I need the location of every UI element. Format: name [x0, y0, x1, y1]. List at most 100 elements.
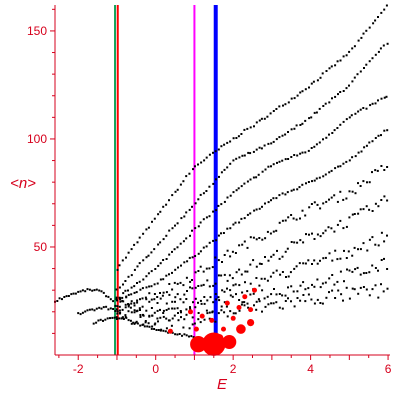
scatter-point — [258, 284, 261, 287]
scatter-point — [249, 293, 252, 296]
scatter-point — [298, 262, 301, 265]
scatter-point — [127, 310, 130, 313]
scatter-point — [310, 203, 313, 205]
scatter-point — [174, 190, 177, 193]
scatter-point — [276, 249, 278, 252]
scatter-point — [167, 307, 170, 310]
scatter-point — [116, 299, 118, 302]
highlight-point — [252, 287, 257, 293]
scatter-point — [310, 82, 313, 85]
scatter-point — [380, 11, 383, 14]
scatter-point — [226, 287, 228, 290]
scatter-point — [168, 199, 170, 202]
scatter-point — [339, 257, 342, 260]
scatter-point — [287, 275, 290, 278]
scatter-point — [354, 192, 357, 195]
scatter-point — [243, 217, 246, 220]
scatter-point — [194, 306, 197, 309]
scatter-point — [278, 257, 281, 260]
scatter-point — [290, 214, 293, 216]
scatter-point — [173, 248, 176, 251]
scatter-point — [232, 312, 235, 315]
scatter-point — [246, 290, 249, 293]
scatter-point — [249, 282, 252, 285]
scatter-point — [168, 283, 171, 285]
scatter-point — [365, 63, 368, 66]
scatter-point — [200, 302, 203, 305]
scatter-point — [307, 287, 310, 290]
scatter-point — [270, 199, 272, 202]
scatter-point — [301, 209, 304, 212]
scatter-point — [186, 260, 189, 263]
scatter-point — [119, 297, 122, 300]
scatter-point — [214, 150, 217, 153]
scatter-point — [354, 112, 357, 115]
scatter-point — [258, 262, 261, 265]
scatter-point — [244, 281, 246, 284]
scatter-point — [220, 305, 223, 308]
scatter-point — [176, 222, 179, 225]
scatter-point — [371, 210, 374, 212]
scatter-point — [377, 50, 380, 53]
scatter-point — [159, 297, 162, 300]
scatter-point — [165, 258, 168, 260]
scatter-point — [139, 324, 142, 327]
scatter-point — [138, 307, 141, 310]
scatter-point — [240, 133, 243, 135]
scatter-point — [141, 297, 144, 300]
scatter-point — [231, 250, 234, 253]
scatter-point — [211, 310, 214, 313]
scatter-point — [115, 296, 118, 299]
scatter-point — [100, 307, 103, 310]
scatter-point — [229, 162, 232, 165]
scatter-point — [197, 301, 199, 304]
scatter-point — [162, 329, 165, 332]
scatter-point — [220, 274, 223, 277]
scatter-point — [258, 300, 261, 303]
scatter-point — [133, 311, 136, 314]
scatter-point — [208, 215, 211, 218]
y-axis-label: <n> — [10, 175, 36, 192]
scatter-point — [336, 200, 339, 203]
scatter-point — [299, 91, 302, 94]
scatter-point — [278, 105, 281, 108]
highlight-point — [236, 324, 246, 334]
scatter-point — [127, 289, 129, 292]
scatter-point — [162, 291, 165, 294]
scatter-point — [92, 322, 95, 325]
scatter-point — [199, 321, 202, 324]
scatter-point — [240, 185, 243, 188]
scatter-point — [353, 288, 356, 291]
scatter-point — [357, 292, 360, 295]
scatter-point — [331, 289, 334, 292]
scatter-point — [155, 329, 158, 331]
scatter-point — [293, 127, 296, 130]
scatter-point — [130, 293, 133, 296]
scatter-point — [174, 296, 177, 299]
scatter-point — [146, 325, 149, 328]
scatter-point — [246, 270, 249, 273]
scatter-point — [229, 255, 232, 258]
scatter-point — [290, 189, 293, 192]
scatter-point — [255, 148, 258, 151]
scatter-point — [165, 317, 168, 320]
scatter-point — [333, 194, 336, 197]
scatter-point — [217, 274, 220, 277]
scatter-point — [180, 264, 182, 267]
scatter-point — [255, 208, 258, 211]
scatter-point — [170, 324, 173, 327]
scatter-point — [176, 307, 179, 310]
scatter-point — [371, 288, 374, 291]
scatter-point — [120, 317, 123, 320]
scatter-point — [95, 307, 98, 310]
scatter-point — [202, 218, 205, 221]
scatter-point — [266, 295, 269, 298]
scatter-point — [351, 47, 354, 50]
scatter-point — [316, 298, 319, 301]
scatter-point — [374, 243, 377, 246]
scatter-point — [156, 309, 159, 312]
scatter-point — [208, 317, 211, 320]
scatter-point — [129, 306, 132, 309]
highlight-point — [167, 328, 173, 334]
scatter-point — [255, 277, 258, 279]
